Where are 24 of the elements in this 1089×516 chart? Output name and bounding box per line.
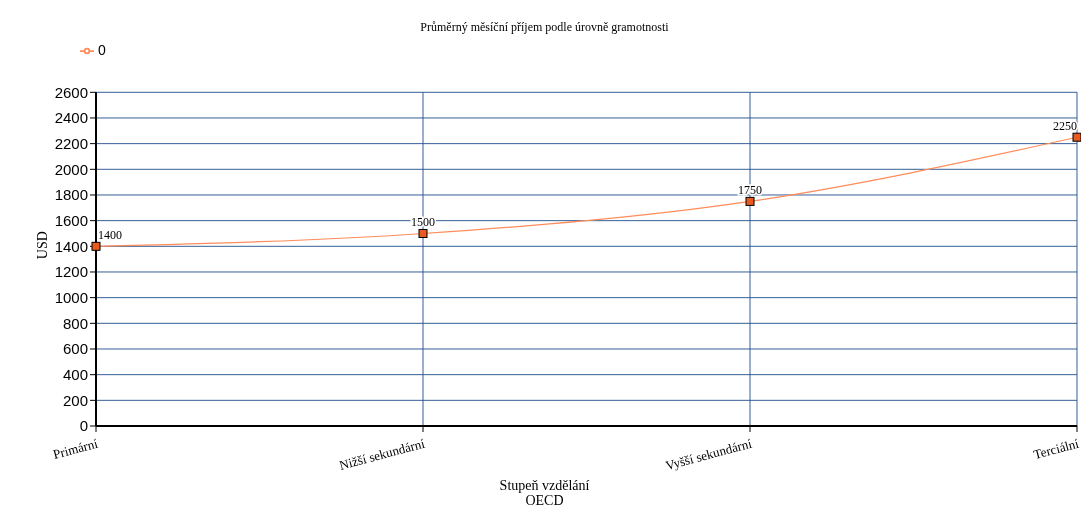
legend-label: 0 [98, 42, 106, 58]
text: OECD [524, 493, 565, 508]
y-tick-label: 2600 [54, 83, 88, 101]
y-tick-label: 1600 [54, 211, 88, 229]
y-tick-label: 600 [62, 340, 88, 358]
y-tick-label: 0 [79, 417, 88, 435]
data-label: 1750 [738, 183, 762, 198]
y-tick-label: 800 [62, 314, 88, 332]
x-axis-title: Stupeň vzdělání [498, 478, 591, 494]
y-tick-label: 2000 [54, 160, 88, 178]
y-tick-label: 400 [62, 365, 88, 383]
y-tick-label: 1800 [54, 186, 88, 204]
data-label: 2250 [1053, 119, 1077, 134]
chart-title: Průměrný měsíční příjem podle úrovně gramotnosti [419, 20, 670, 35]
y-tick-label: 200 [62, 391, 88, 409]
y-tick-label: 1200 [54, 263, 88, 281]
y-tick-label: 2200 [54, 134, 88, 152]
y-tick-label: 1000 [54, 288, 88, 306]
y-tick-label: 2400 [54, 109, 88, 127]
data-label: 1400 [98, 228, 122, 243]
x-tick-label: Primární [51, 435, 100, 462]
x-tick-label: Terciální [1031, 435, 1081, 463]
y-tick-label: 1400 [54, 237, 88, 255]
y-axis-title: USD [34, 231, 50, 260]
